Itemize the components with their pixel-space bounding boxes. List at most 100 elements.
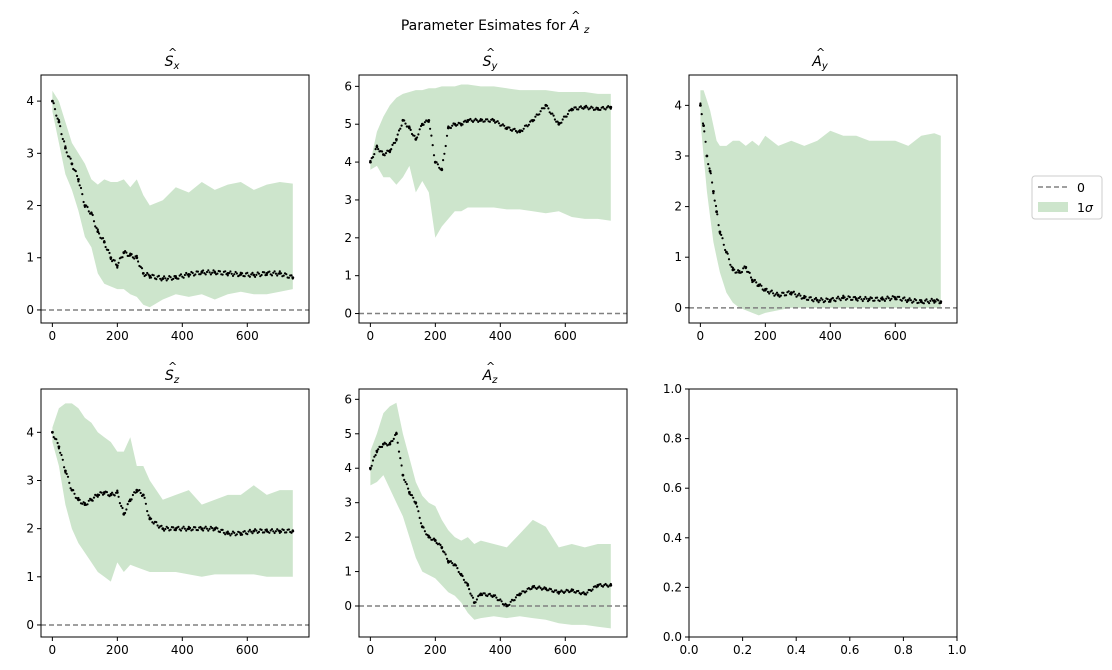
estimate-dot (165, 279, 168, 282)
estimate-dot (243, 275, 246, 278)
estimate-dot (64, 145, 67, 148)
estimate-dot (224, 270, 227, 273)
estimate-dot (925, 298, 928, 301)
estimate-dot (539, 586, 542, 590)
estimate-dot (711, 181, 714, 184)
subplot-title-hat: ^ (486, 46, 495, 59)
estimate-dot (282, 274, 285, 277)
subplot-title-base: A (482, 368, 493, 384)
estimate-dot (700, 113, 703, 116)
y-tick-label: 6 (344, 79, 352, 93)
estimate-dot (738, 269, 741, 273)
estimate-dot (574, 106, 577, 109)
estimate-dot (709, 172, 712, 175)
estimate-dot (445, 134, 449, 137)
estimate-dot (863, 297, 866, 301)
estimate-dot (521, 129, 524, 133)
estimate-dot (407, 487, 410, 490)
estimate-dot (117, 261, 120, 264)
estimate-dot (290, 274, 293, 277)
estimate-dot (885, 297, 888, 300)
estimate-dot (423, 530, 426, 533)
estimate-dot (127, 254, 131, 257)
estimate-dot (116, 489, 119, 492)
estimate-dot (85, 204, 88, 207)
estimate-dot (931, 299, 935, 302)
estimate-dot (152, 522, 155, 525)
estimate-dot (492, 119, 495, 122)
estimate-dot (909, 299, 913, 302)
x-tick-label: 200 (106, 329, 129, 343)
estimate-dot (254, 528, 257, 531)
estimate-dot (369, 159, 372, 162)
x-tick-label: 0.0 (679, 643, 698, 657)
estimate-dot (449, 560, 452, 563)
estimate-dot (221, 528, 224, 532)
x-tick-label: 1.0 (947, 643, 966, 657)
estimate-dot (887, 297, 890, 300)
estimate-dot (73, 492, 76, 495)
estimate-dot (546, 104, 549, 107)
estimate-dot (422, 123, 425, 126)
estimate-dot (107, 248, 110, 252)
estimate-dot (717, 224, 720, 227)
estimate-dot (430, 134, 433, 137)
estimate-dot (205, 270, 209, 274)
estimate-dot (812, 300, 815, 303)
estimate-dot (842, 294, 845, 297)
estimate-dot (81, 193, 84, 196)
estimate-dot (824, 300, 827, 303)
estimate-dot (881, 296, 884, 299)
subplot-title-hat: ^ (168, 46, 177, 59)
estimate-dot (182, 525, 185, 528)
estimate-dot (55, 114, 58, 117)
estimate-dot (174, 529, 177, 532)
estimate-dot (277, 529, 280, 532)
y-tick-label: 3 (26, 473, 34, 487)
estimate-dot (233, 273, 236, 276)
estimate-dot (873, 299, 876, 302)
subplot-title: Sz (165, 368, 180, 386)
estimate-dot (287, 276, 290, 279)
estimate-dot (775, 291, 779, 294)
estimate-dot (522, 127, 525, 130)
estimate-dot (64, 471, 67, 474)
estimate-dot (111, 491, 114, 494)
estimate-dot (939, 301, 942, 305)
estimate-point (708, 169, 712, 173)
estimate-dot (804, 295, 807, 298)
estimate-dot (139, 491, 142, 495)
estimate-dot (553, 118, 557, 121)
estimate-dot (98, 493, 101, 497)
estimate-dot (230, 272, 233, 275)
estimate-point (57, 445, 61, 449)
estimate-dot (65, 151, 68, 154)
estimate-dot (78, 184, 81, 187)
estimate-dot (792, 290, 796, 293)
estimate-dot (534, 115, 537, 118)
estimate-dot (251, 532, 254, 535)
estimate-dot (725, 250, 728, 253)
estimate-dot (449, 126, 452, 130)
estimate-dot (404, 480, 407, 484)
estimate-dot (375, 144, 378, 147)
estimate-dot (718, 232, 722, 235)
x-tick-label: 400 (171, 643, 194, 657)
estimate-dot (274, 530, 277, 533)
estimate-dot (478, 119, 481, 122)
estimate-dot (414, 502, 417, 505)
estimate-dot (577, 589, 580, 593)
estimate-dot (834, 300, 837, 303)
estimate-dot (591, 106, 594, 109)
estimate-dot (182, 276, 185, 279)
subplot-title-sub: z (173, 375, 180, 386)
estimate-dot (276, 274, 279, 277)
estimate-dot (768, 292, 771, 295)
estimate-dot (218, 530, 222, 534)
estimate-dot (743, 265, 746, 268)
estimate-dot (400, 124, 403, 127)
estimate-dot (495, 596, 498, 599)
y-tick-label: 1 (344, 565, 352, 579)
estimate-dot (903, 296, 906, 299)
estimate-dot (207, 529, 210, 532)
